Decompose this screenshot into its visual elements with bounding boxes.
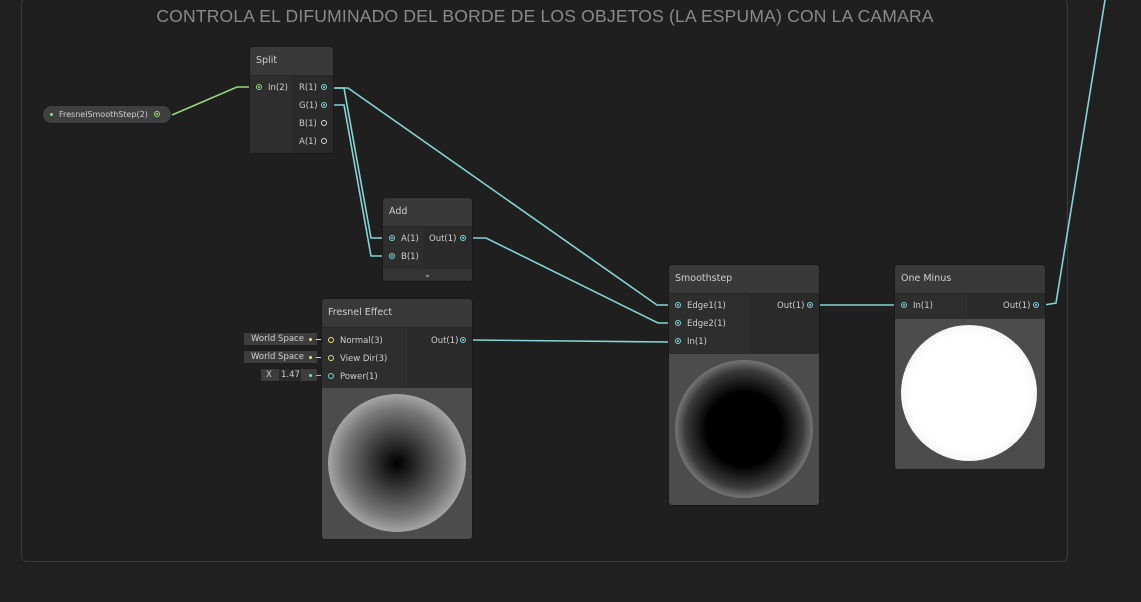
fresnel-node-title[interactable]: Fresnel Effect (322, 299, 472, 328)
fresnel-input-viewdir-port-icon[interactable] (328, 355, 334, 361)
wire-split-r-to-smoothstep-edge1 (333, 87, 670, 306)
property-label: FresnelSmoothStep(2) (59, 110, 148, 119)
add-node[interactable]: Add A(1) B(1) Out(1) ⌄ (383, 198, 472, 281)
fresnel-input-power-port-icon[interactable] (328, 373, 334, 379)
smoothstep-preview-sphere (675, 360, 813, 498)
add-output-label: Out(1) (429, 234, 457, 244)
fresnel-input-normal-port-icon[interactable] (328, 337, 334, 343)
split-output-a-port-icon[interactable] (321, 138, 327, 144)
add-input-b-label: B(1) (401, 252, 419, 262)
group-title[interactable]: CONTROLA EL DIFUMINADO DEL BORDE DE LOS … (156, 6, 934, 26)
split-output-r-label: R(1) (299, 83, 317, 93)
smoothstep-input-edge1-port-icon[interactable] (675, 302, 681, 308)
property-node-fresnelsmoothstep[interactable]: FresnelSmoothStep(2) (43, 106, 171, 123)
add-input-a-port-icon[interactable] (389, 235, 395, 241)
fresnel-preview (322, 388, 472, 539)
fresnel-output-port-icon[interactable] (460, 337, 466, 343)
add-collapse-button[interactable]: ⌄ (383, 269, 472, 280)
smoothstep-output-port-icon[interactable] (807, 302, 813, 308)
smoothstep-output-label: Out(1) (777, 301, 805, 311)
add-output-port-icon[interactable] (460, 235, 466, 241)
split-node-title[interactable]: Split (250, 47, 333, 76)
fresnel-viewdir-connector-icon (309, 356, 312, 359)
add-input-b-port-icon[interactable] (389, 253, 395, 259)
wire-oneminus-to-offscreen (1043, 0, 1106, 306)
fresnel-power-value[interactable]: 1.47 (279, 369, 301, 381)
one-minus-output-label: Out(1) (1003, 301, 1031, 311)
wire-split-g-to-add-b (333, 104, 384, 257)
property-indicator-icon (50, 113, 53, 116)
smoothstep-input-in-port-icon[interactable] (675, 338, 681, 344)
smoothstep-node-title[interactable]: Smoothstep (669, 265, 819, 294)
one-minus-input-port-icon[interactable] (901, 302, 907, 308)
split-output-r-port-icon[interactable] (321, 84, 327, 90)
one-minus-node[interactable]: One Minus In(1) Out(1) (895, 265, 1045, 469)
chevron-down-icon: ⌄ (424, 270, 431, 279)
smoothstep-input-in-label: In(1) (687, 337, 707, 347)
one-minus-input-label: In(1) (913, 301, 933, 311)
one-minus-preview-sphere (901, 325, 1037, 461)
add-input-a-label: A(1) (401, 234, 419, 244)
fresnel-normal-connector-line (316, 339, 326, 340)
group-frame[interactable] (21, 0, 1068, 562)
wire-fresnel-to-smoothstep-in (471, 339, 671, 343)
smoothstep-preview (669, 354, 819, 505)
split-input-port-icon[interactable] (256, 84, 262, 90)
fresnel-viewdir-connector-line (316, 357, 326, 358)
wire-split-r-to-add-a (333, 87, 384, 239)
fresnel-normal-space-field[interactable]: World Space (243, 332, 318, 346)
smoothstep-input-edge1-label: Edge1(1) (687, 301, 726, 311)
fresnel-viewdir-space-field[interactable]: World Space (243, 350, 318, 364)
fresnel-effect-node[interactable]: Fresnel Effect Normal(3) View Dir(3) Pow… (322, 299, 472, 539)
split-output-b-label: B(1) (299, 119, 317, 129)
add-node-title[interactable]: Add (383, 198, 472, 227)
one-minus-output-port-icon[interactable] (1033, 302, 1039, 308)
wire-property-to-split (171, 86, 252, 116)
fresnel-output-label: Out(1) (431, 336, 459, 346)
split-output-g-port-icon[interactable] (321, 102, 327, 108)
split-output-b-port-icon[interactable] (321, 120, 327, 126)
smoothstep-input-edge2-label: Edge2(1) (687, 319, 726, 329)
one-minus-preview (895, 319, 1045, 469)
fresnel-power-axis-label: X (266, 370, 272, 380)
property-output-port-icon[interactable] (154, 111, 160, 117)
split-node[interactable]: Split In(2) R(1) G(1) B(1) A(1) (250, 47, 333, 153)
fresnel-input-normal-label: Normal(3) (340, 336, 383, 346)
fresnel-normal-connector-icon (309, 338, 312, 341)
fresnel-input-viewdir-label: View Dir(3) (340, 354, 388, 364)
fresnel-input-power-label: Power(1) (340, 372, 378, 382)
one-minus-node-title[interactable]: One Minus (895, 265, 1045, 294)
wire-add-to-smoothstep-edge2 (472, 237, 670, 324)
fresnel-power-connector-icon (309, 374, 312, 377)
fresnel-normal-space-value: World Space (251, 334, 304, 344)
smoothstep-input-edge2-port-icon[interactable] (675, 320, 681, 326)
split-input-label: In(2) (268, 83, 288, 93)
split-output-a-label: A(1) (299, 137, 317, 147)
fresnel-power-connector-line (316, 375, 326, 376)
fresnel-preview-sphere (328, 394, 466, 532)
split-output-g-label: G(1) (299, 101, 318, 111)
fresnel-viewdir-space-value: World Space (251, 352, 304, 362)
smoothstep-node[interactable]: Smoothstep Edge1(1) Edge2(1) In(1) Out(1… (669, 265, 819, 505)
